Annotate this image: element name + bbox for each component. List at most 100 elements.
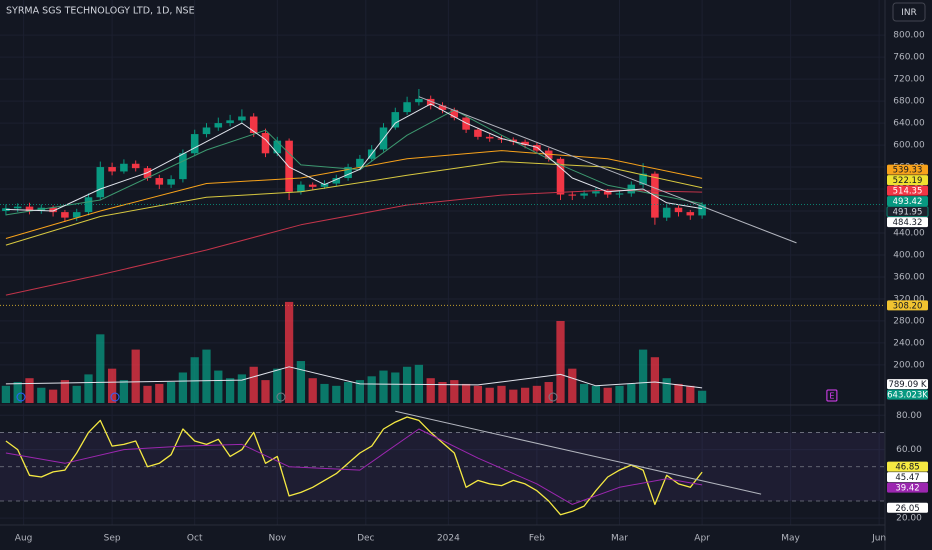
volume-bar <box>107 368 117 403</box>
chart-title: SYRMA SGS TECHNOLOGY LTD, 1D, NSE <box>6 6 195 17</box>
value-badge <box>887 502 928 513</box>
y-tick-label: 440.00 <box>893 228 925 238</box>
volume-bar <box>96 334 105 403</box>
candle-body <box>261 132 270 154</box>
trend-line <box>395 410 762 495</box>
candle-body <box>179 153 187 180</box>
value-badge-label: 308.20 <box>893 301 923 311</box>
volume-bar <box>84 374 93 403</box>
series-line <box>5 366 703 389</box>
volume-bar <box>332 385 341 403</box>
value-badge-label: 39.42 <box>895 484 919 494</box>
y-tick-label: 800.00 <box>893 31 925 41</box>
y-tick-label: 80.00 <box>896 411 922 421</box>
value-badge-label: 491.95 <box>893 208 923 218</box>
volume-bar <box>497 385 506 403</box>
value-badge <box>887 482 928 493</box>
volume-bar <box>591 385 601 403</box>
value-badge <box>887 185 928 196</box>
volume-bar <box>461 383 471 403</box>
y-tick-label: 360.00 <box>893 272 925 282</box>
candle-body <box>592 191 600 194</box>
series-line <box>5 416 703 516</box>
candle-body <box>120 163 128 172</box>
value-badge-label: 26.05 <box>895 504 919 514</box>
event-icon[interactable] <box>16 392 26 402</box>
candle-body <box>84 197 93 213</box>
volume-bar <box>697 390 707 403</box>
volume-bar <box>273 368 282 403</box>
value-badge-label: 522.19 <box>893 176 923 186</box>
volume-bar <box>473 385 483 403</box>
candle-body <box>698 204 706 216</box>
value-badge <box>887 461 928 472</box>
value-badge <box>886 206 929 218</box>
volume-bar <box>556 320 565 403</box>
candle-body <box>426 98 435 106</box>
volume-bar <box>509 389 518 403</box>
x-tick-label: Mar <box>611 534 628 544</box>
candle-body <box>403 102 411 113</box>
candle-body <box>497 138 506 140</box>
volume-bar <box>686 385 695 403</box>
volume-bar <box>450 380 459 403</box>
y-tick-label: 200.00 <box>893 360 925 370</box>
candle-body <box>308 184 317 187</box>
candle-body <box>639 173 647 185</box>
event-icon[interactable] <box>110 392 120 402</box>
value-badge-label: 539.33 <box>893 166 923 176</box>
volume-bar <box>166 382 176 403</box>
value-badge-label: 789.09 K <box>888 380 926 390</box>
y-tick-label: 760.00 <box>893 53 925 63</box>
value-badge-label: 45.47 <box>895 473 919 483</box>
candle-body <box>238 116 246 121</box>
volume-bar <box>379 370 388 403</box>
candle-body <box>662 207 671 218</box>
volume-bar <box>391 372 400 403</box>
candle-body <box>155 178 164 185</box>
volume-bar <box>261 380 270 403</box>
y-tick-label: 600.00 <box>893 141 925 151</box>
candle-body <box>249 116 258 133</box>
currency-label: INR <box>901 8 917 18</box>
volume-bar <box>225 378 235 403</box>
value-badge-label: 493.42 <box>893 197 923 207</box>
volume-bar <box>485 387 494 403</box>
volume-bar <box>13 382 22 403</box>
x-tick-label: Feb <box>529 534 545 544</box>
series-line <box>5 189 703 296</box>
x-tick-label: Sep <box>104 534 121 544</box>
event-icon[interactable] <box>276 392 286 402</box>
candle-body <box>202 127 211 135</box>
candle-body <box>627 184 636 194</box>
volume-bar <box>603 387 612 403</box>
volume-bar <box>662 378 671 403</box>
candle-body <box>603 191 612 195</box>
volume-bar <box>402 366 412 403</box>
value-badge <box>887 389 928 400</box>
volume-bar <box>296 361 306 403</box>
volume-bar <box>178 372 188 403</box>
volume-bar <box>520 387 530 403</box>
candle-body <box>674 207 683 213</box>
x-tick-label: Apr <box>694 534 710 544</box>
candle-body <box>167 179 175 185</box>
event-icon[interactable] <box>548 392 558 402</box>
candle-body <box>568 194 577 196</box>
x-tick-label: 2024 <box>437 534 460 544</box>
y-tick-label: 240.00 <box>893 338 925 348</box>
volume-bar <box>237 374 247 403</box>
volume-bar <box>25 378 34 403</box>
x-tick-label: Dec <box>357 534 374 544</box>
candle-body <box>344 167 352 179</box>
currency-button[interactable] <box>892 2 926 22</box>
x-tick-label: Nov <box>269 534 287 544</box>
y-tick-label: 20.00 <box>896 514 922 524</box>
value-badge-label: 46.85 <box>895 463 919 473</box>
candle-body <box>108 167 116 172</box>
candle-body <box>61 212 69 218</box>
volume-bar <box>638 349 648 403</box>
volume-bar <box>131 349 140 403</box>
